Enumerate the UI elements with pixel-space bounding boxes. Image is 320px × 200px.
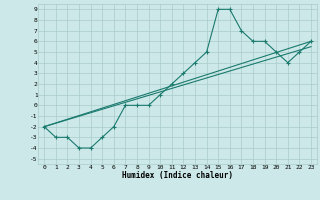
X-axis label: Humidex (Indice chaleur): Humidex (Indice chaleur) <box>122 171 233 180</box>
